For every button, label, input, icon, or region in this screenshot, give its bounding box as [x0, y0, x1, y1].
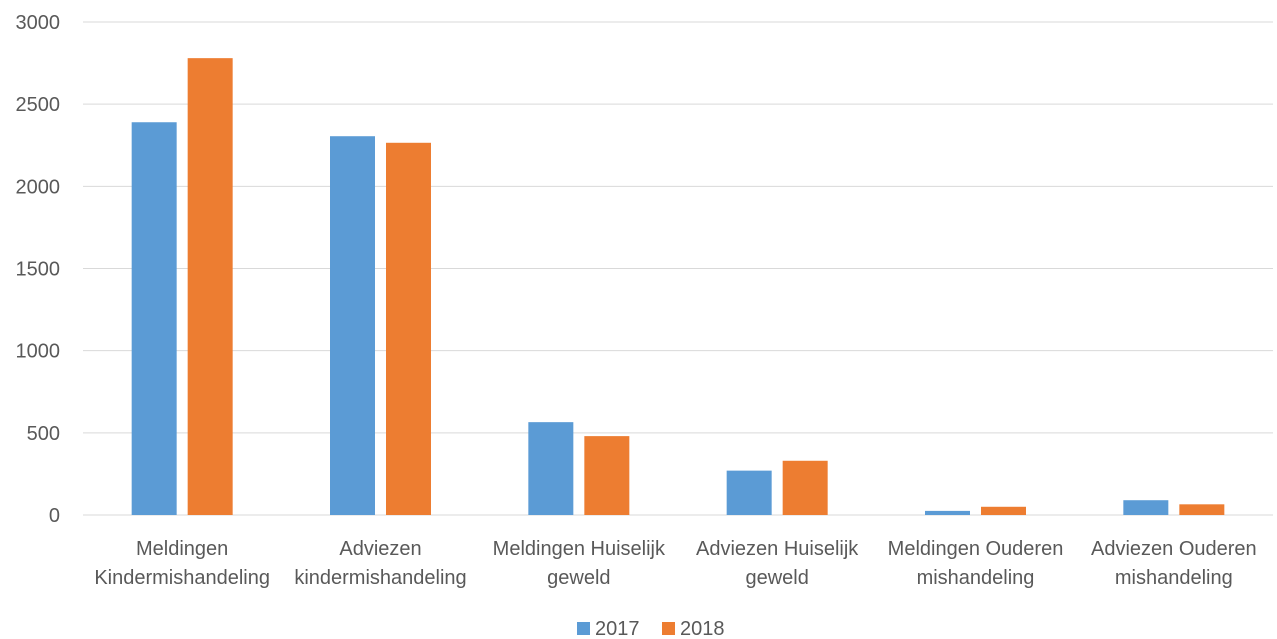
bar-2017-2	[528, 422, 574, 515]
bar-2018-2	[584, 436, 630, 515]
category-label: Adviezen Ouderen	[1091, 538, 1257, 560]
bar-2018-4	[981, 506, 1026, 515]
category-label: geweld	[745, 567, 808, 589]
bar-2018-3	[782, 460, 828, 515]
bar-2017-5	[1123, 500, 1169, 515]
bar-2017-0	[131, 122, 177, 515]
category-label: kindermishandeling	[294, 567, 466, 589]
bar-2017-3	[726, 470, 772, 515]
legend-swatch-2017	[577, 622, 590, 635]
category-label: Meldingen Ouderen	[888, 538, 1064, 560]
bar-2017-1	[330, 136, 375, 515]
gridlines	[83, 21, 1273, 516]
category-label: mishandeling	[917, 567, 1035, 589]
y-tick-label: 3000	[16, 12, 61, 34]
y-tick-label: 2000	[16, 176, 61, 198]
bar-2018-0	[187, 58, 233, 516]
y-tick-label: 2500	[16, 94, 61, 116]
y-tick-label: 1500	[16, 259, 61, 281]
category-label: Meldingen Huiselijk	[493, 538, 666, 560]
y-tick-label: 0	[49, 505, 60, 527]
category-label: geweld	[547, 567, 610, 589]
y-tick-label: 500	[27, 423, 60, 445]
legend-label: 2018	[680, 618, 725, 639]
bar-2018-1	[386, 142, 431, 515]
category-label: Adviezen	[339, 538, 421, 560]
x-axis-category-labels: Meldingen Kindermishandeling Adviezen kinde…	[94, 538, 1256, 589]
bar-2017-4	[925, 510, 970, 515]
category-label: Adviezen Huiselijk	[696, 538, 859, 560]
y-tick-label: 1000	[16, 341, 61, 363]
bar-2018-5	[1179, 504, 1225, 515]
legend-swatch-2018	[662, 622, 675, 635]
legend-label: 2017	[595, 618, 640, 639]
y-axis-tick-labels: 0 500 1000 1500 2000 2500 3000	[16, 12, 61, 527]
bars	[131, 58, 1225, 516]
category-label: mishandeling	[1115, 567, 1233, 589]
legend: 2017 2018	[577, 618, 725, 639]
category-label: Kindermishandeling	[94, 567, 270, 589]
category-label: Meldingen	[136, 538, 228, 560]
